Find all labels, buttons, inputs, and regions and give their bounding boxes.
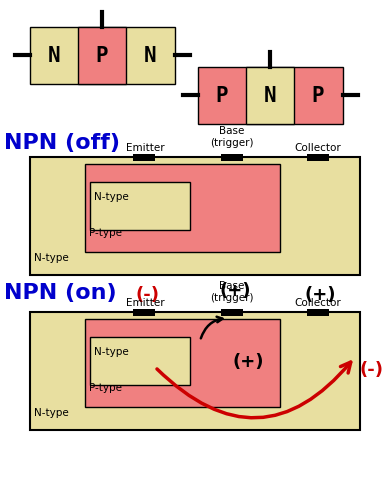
Text: N: N xyxy=(144,46,156,66)
Text: (+): (+) xyxy=(304,286,336,303)
Text: Emitter: Emitter xyxy=(126,298,164,307)
Text: N-type: N-type xyxy=(34,407,69,417)
Text: N: N xyxy=(264,86,276,106)
Text: N-type: N-type xyxy=(94,192,129,202)
FancyArrowPatch shape xyxy=(157,362,351,418)
Bar xyxy=(78,28,126,85)
Text: NPN (on): NPN (on) xyxy=(4,282,117,302)
Text: Base
(trigger): Base (trigger) xyxy=(210,281,254,302)
Text: N-type: N-type xyxy=(34,252,69,263)
Text: (-): (-) xyxy=(360,360,384,378)
Bar xyxy=(133,309,155,316)
Bar xyxy=(307,309,329,316)
Text: (+): (+) xyxy=(219,281,251,300)
Bar xyxy=(90,337,190,385)
Text: P: P xyxy=(312,86,324,106)
Bar xyxy=(85,165,280,252)
Bar xyxy=(30,312,360,430)
Text: Base
(trigger): Base (trigger) xyxy=(210,126,254,148)
Bar xyxy=(221,155,243,162)
Bar xyxy=(85,319,280,407)
Bar xyxy=(198,68,343,125)
Text: N-type: N-type xyxy=(94,346,129,356)
Text: P-type: P-type xyxy=(89,228,122,238)
Bar xyxy=(90,182,190,230)
Bar xyxy=(246,68,294,125)
Text: (-): (-) xyxy=(136,286,160,303)
Bar xyxy=(133,155,155,162)
Text: P-type: P-type xyxy=(89,382,122,392)
Bar xyxy=(307,155,329,162)
Text: Collector: Collector xyxy=(295,298,341,307)
Text: P: P xyxy=(216,86,228,106)
Bar xyxy=(30,157,360,276)
Bar xyxy=(30,28,175,85)
Text: Collector: Collector xyxy=(295,143,341,153)
Text: Emitter: Emitter xyxy=(126,143,164,153)
Text: P: P xyxy=(96,46,108,66)
Text: N: N xyxy=(48,46,60,66)
Bar xyxy=(221,309,243,316)
Text: (+): (+) xyxy=(232,352,264,370)
Text: NPN (off): NPN (off) xyxy=(4,133,120,153)
